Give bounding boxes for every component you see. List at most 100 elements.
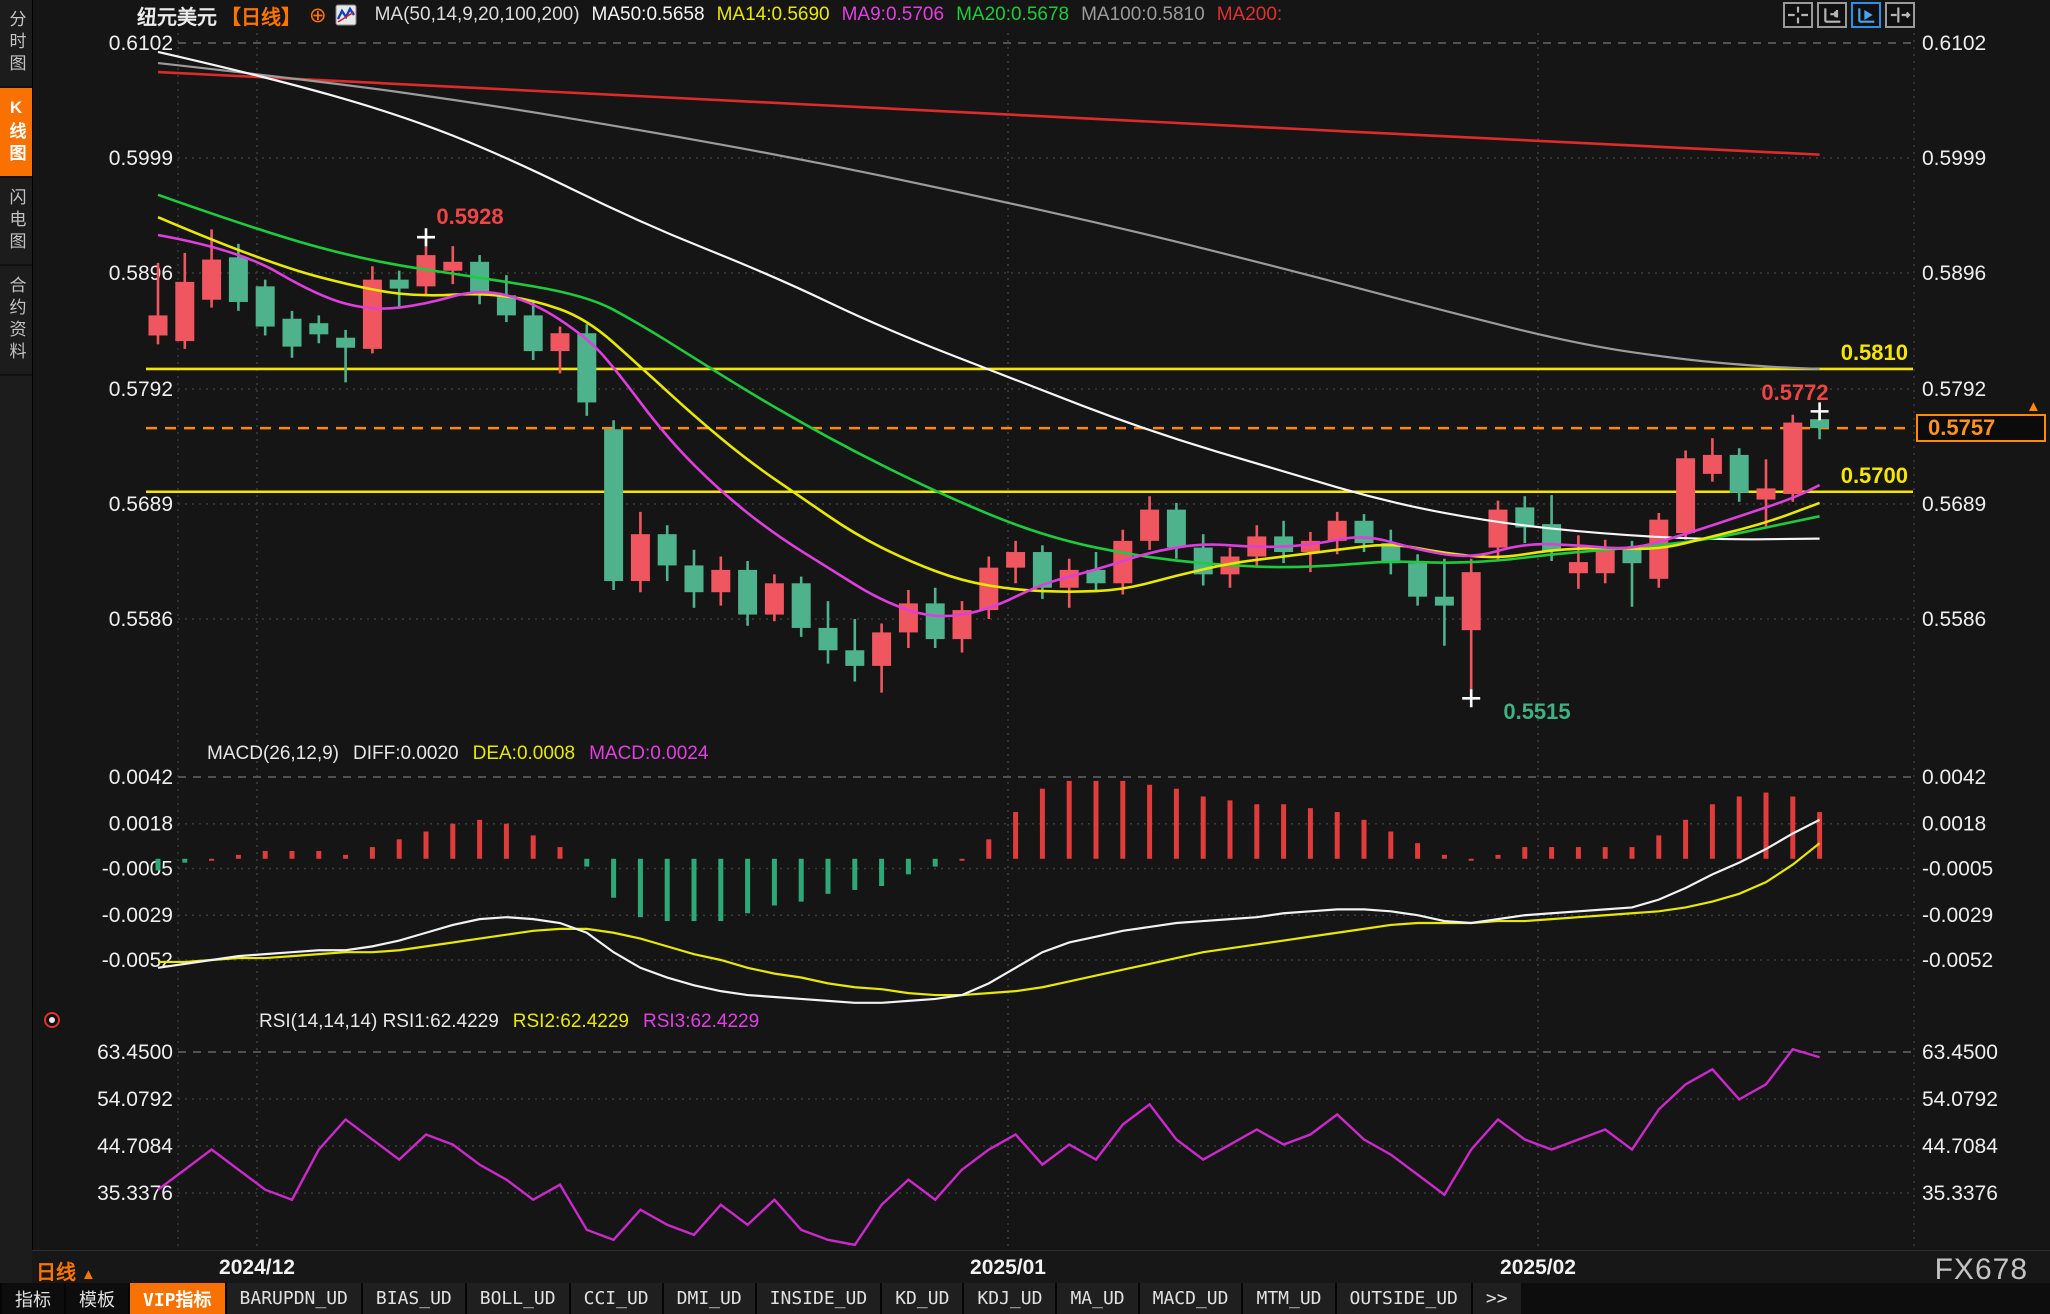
price-up-arrow-icon: ▲ <box>2026 398 2041 415</box>
ma-value-label: MA200: <box>1216 4 1283 25</box>
chart-toolbar <box>1783 2 1915 28</box>
macd-axis-label-right: -0.0029 <box>1922 904 1993 927</box>
swing-price-label: 0.5928 <box>436 204 503 229</box>
current-price-tag: 0.5757 <box>1916 414 2046 442</box>
sidebar-item-0[interactable]: 分时图 <box>0 0 32 88</box>
main-axis-label-left: 0.5586 <box>109 608 173 631</box>
rsi-pane <box>157 1047 1820 1247</box>
main-axis-label-left: 0.5999 <box>109 147 173 170</box>
indicator-value-label: MACD:0.0024 <box>589 743 709 764</box>
move-crosshair-icon[interactable] <box>1783 2 1813 28</box>
indicator-value-label: RSI2:62.4229 <box>512 1011 629 1032</box>
bottom-tab-13[interactable]: MTM_UD <box>1241 1283 1335 1314</box>
rsi-axis-label-left: 63.4500 <box>97 1041 173 1064</box>
ma-value-label: MA14:0.5690 <box>716 4 830 25</box>
sidebar-item-1[interactable]: K线图 <box>0 88 32 178</box>
bottom-tab-10[interactable]: KDJ_UD <box>962 1283 1056 1314</box>
sr-price-label: 0.5810 <box>1841 340 1908 365</box>
rsi-indicator-header: RSI(14,14,14) RSI1:62.4229 RSI2:62.4229 RS… <box>259 1011 773 1033</box>
main-axis-label-right: 0.5689 <box>1922 493 1986 516</box>
bottom-tab-12[interactable]: MACD_UD <box>1137 1283 1242 1314</box>
ma-value-label: MA100:0.5810 <box>1081 4 1205 25</box>
add-compare-icon[interactable]: ⊕ <box>309 3 327 27</box>
period-selector-label: 日线 <box>36 1262 76 1284</box>
axis-month-label: 2025/01 <box>970 1256 1046 1279</box>
indicator-value-label: DEA:0.0008 <box>472 743 576 764</box>
indicator-tabbar: 指标 模板 VIP指标 BARUPDN_UD BIAS_UD BOLL_UD CCI_UD D… <box>0 1283 2050 1314</box>
ma50-line <box>157 50 1820 541</box>
chart-header: 纽元美元 【日线】 ⊕ MA(50,14,9,20,100,200) MA50:… <box>32 0 2050 30</box>
sidebar: 分时图 K线图 闪电图 合约资料 <box>0 0 33 1314</box>
main-axis-label-right: 0.6102 <box>1922 32 1986 55</box>
ma-values: MA50:0.5658 MA14:0.5690 MA9:0.5706 MA20:0.5… <box>580 4 1283 26</box>
bottom-tab-11[interactable]: MA_UD <box>1055 1283 1138 1314</box>
rsi-axis-label-right: 63.4500 <box>1922 1041 1998 1064</box>
macd-indicator-header: MACD(26,12,9) DIFF:0.0020 DEA:0.0008 MACD:0… <box>207 743 722 765</box>
sr-price-label: 0.5700 <box>1841 463 1908 488</box>
ma100-line <box>157 62 1820 371</box>
macd-axis-label-right: -0.0052 <box>1922 949 1993 972</box>
swing-price-label: 0.5772 <box>1761 380 1828 405</box>
bottom-tab-2[interactable]: VIP指标 <box>128 1283 225 1314</box>
rsi-line <box>157 1047 1820 1247</box>
ma200-line <box>157 70 1820 156</box>
ma-value-label: MA9:0.5706 <box>841 4 945 25</box>
indicator-value-label: RSI(14,14,14) RSI1:62.4229 <box>259 1011 499 1032</box>
macd-pane <box>155 780 1823 1004</box>
candles <box>148 229 1830 699</box>
symbol-title: 纽元美元 <box>137 6 217 29</box>
time-axis-strip: 日线 ▲ 2024/12 2025/01 2025/02 FX678 <box>32 1250 2050 1286</box>
axis-month-label: 2024/12 <box>219 1256 295 1279</box>
ma14-line <box>157 215 1821 593</box>
bottom-tab-9[interactable]: KD_UD <box>880 1283 963 1314</box>
sidebar-item-2[interactable]: 闪电图 <box>0 178 32 266</box>
bottom-tab-1[interactable]: 模板 <box>64 1283 128 1314</box>
macd-axis-label-right: 0.0018 <box>1922 813 1986 836</box>
ma-lines <box>157 50 1821 618</box>
period-tag: 【日线】 <box>221 6 301 29</box>
main-axis-label-right: 0.5586 <box>1922 608 1986 631</box>
macd-axis-label-left: -0.0052 <box>102 949 173 972</box>
main-axis-label-right: 0.5999 <box>1922 147 1986 170</box>
axis-scale-icon[interactable] <box>1817 2 1847 28</box>
rsi-axis-label-right: 44.7084 <box>1922 1135 1998 1158</box>
bottom-tab-14[interactable]: OUTSIDE_UD <box>1334 1283 1471 1314</box>
macd-axis-label-left: -0.0029 <box>102 904 173 927</box>
rsi-axis-label-left: 35.3376 <box>97 1182 173 1205</box>
main-axis-label-right: 0.5792 <box>1922 378 1986 401</box>
diff-line <box>157 818 1821 1004</box>
ma-value-label: MA20:0.5678 <box>956 4 1070 25</box>
ma-value-label: MA50:0.5658 <box>591 4 705 25</box>
indicator-value-label: MACD(26,12,9) <box>207 743 339 764</box>
macd-axis-label-left: 0.0042 <box>109 766 173 789</box>
chart-style-icon[interactable] <box>335 3 357 27</box>
bottom-tab-6[interactable]: CCI_UD <box>568 1283 662 1314</box>
ma9-line <box>157 233 1821 618</box>
main-axis-label-left: 0.6102 <box>109 32 173 55</box>
bottom-tab-5[interactable]: BOLL_UD <box>464 1283 569 1314</box>
record-dot-icon <box>44 1012 60 1028</box>
rsi-axis-label-right: 54.0792 <box>1922 1088 1998 1111</box>
axis-month-label: 2025/02 <box>1500 1256 1576 1279</box>
sidebar-item-3[interactable]: 合约资料 <box>0 266 32 376</box>
bottom-tab-15[interactable]: >> <box>1470 1283 1521 1314</box>
fx678-watermark: FX678 <box>1934 1253 2028 1286</box>
period-selector[interactable]: 日线 ▲ <box>36 1256 96 1285</box>
shift-right-icon[interactable] <box>1885 2 1915 28</box>
macd-axis-label-left: 0.0018 <box>109 813 173 836</box>
macd-axis-label-right: -0.0005 <box>1922 857 1993 880</box>
current-price-value: 0.5757 <box>1928 415 1996 440</box>
main-axis-label-left: 0.5689 <box>109 493 173 516</box>
bottom-tab-4[interactable]: BIAS_UD <box>360 1283 465 1314</box>
main-axis-label-left: 0.5896 <box>109 262 173 285</box>
bottom-tab-3[interactable]: BARUPDN_UD <box>224 1283 361 1314</box>
bottom-tab-7[interactable]: DMI_UD <box>661 1283 755 1314</box>
bottom-tab-0[interactable]: 指标 <box>0 1283 64 1314</box>
axis-play-icon[interactable] <box>1851 2 1881 28</box>
bottom-tab-8[interactable]: INSIDE_UD <box>754 1283 881 1314</box>
ma-group-label: MA(50,14,9,20,100,200) <box>374 4 580 25</box>
rsi-axis-label-left: 54.0792 <box>97 1088 173 1111</box>
rsi-axis-label-right: 35.3376 <box>1922 1182 1998 1205</box>
